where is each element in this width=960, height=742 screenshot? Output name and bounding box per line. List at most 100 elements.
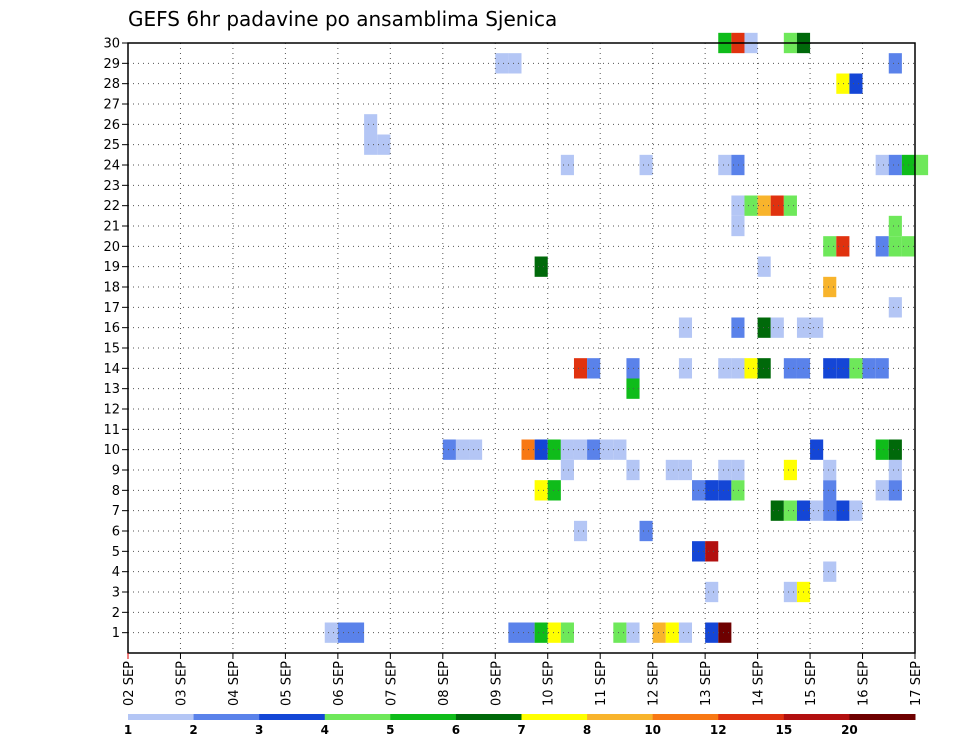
y-tick-label: 27 bbox=[103, 98, 120, 113]
precip-cell bbox=[849, 358, 863, 379]
precip-cell bbox=[665, 459, 679, 481]
precip-cell bbox=[705, 480, 719, 501]
precip-cell bbox=[783, 358, 797, 379]
x-tick-label: 13 SEP bbox=[699, 661, 714, 706]
precip-cell bbox=[731, 459, 745, 481]
precip-cell bbox=[823, 480, 837, 501]
precip-cell bbox=[600, 439, 614, 460]
precip-cell bbox=[757, 317, 771, 338]
precip-cell bbox=[875, 236, 889, 257]
x-tick-label: 14 SEP bbox=[752, 661, 767, 706]
precip-cell bbox=[783, 459, 797, 481]
precip-cell bbox=[888, 53, 902, 74]
x-tick-label: 02 SEP bbox=[122, 661, 137, 706]
precip-cell bbox=[495, 53, 509, 74]
precip-cell bbox=[757, 256, 771, 277]
precip-cell bbox=[534, 256, 548, 277]
precip-cell bbox=[508, 53, 522, 74]
y-tick-label: 30 bbox=[103, 37, 120, 52]
precip-cell bbox=[757, 195, 771, 216]
colorbar-label: 1 bbox=[124, 723, 132, 737]
precip-cell bbox=[731, 358, 745, 379]
colorbar-label: 2 bbox=[189, 723, 197, 737]
colorbar-label: 3 bbox=[255, 723, 263, 737]
precip-cell bbox=[613, 439, 627, 460]
precip-cell bbox=[823, 500, 837, 521]
y-tick-label: 2 bbox=[112, 606, 120, 621]
precip-cell bbox=[783, 500, 797, 521]
colorbar-swatch bbox=[783, 714, 850, 720]
colorbar-label: 7 bbox=[517, 723, 525, 737]
y-tick-label: 15 bbox=[103, 342, 120, 357]
precip-cell bbox=[731, 317, 745, 338]
colorbar-swatch bbox=[587, 714, 654, 720]
precip-cell bbox=[770, 500, 784, 521]
precip-cell bbox=[626, 459, 640, 481]
colorbar-label: 4 bbox=[321, 723, 329, 737]
precip-cell bbox=[573, 439, 588, 460]
y-tick-label: 23 bbox=[103, 179, 120, 194]
x-tick-label: 06 SEP bbox=[332, 661, 347, 706]
precip-cell bbox=[875, 439, 889, 460]
y-tick-label: 19 bbox=[103, 260, 120, 275]
x-tick-label: 08 SEP bbox=[437, 661, 452, 706]
y-tick-label: 10 bbox=[103, 443, 120, 458]
precip-cell bbox=[534, 480, 548, 501]
colorbar-swatch bbox=[652, 714, 719, 720]
precip-cell bbox=[364, 114, 378, 135]
precip-cell bbox=[915, 154, 929, 176]
precip-cell bbox=[731, 154, 745, 176]
colorbar-label: 15 bbox=[775, 723, 792, 737]
precip-cell bbox=[678, 622, 693, 643]
precip-cell bbox=[849, 73, 863, 94]
y-tick-label: 25 bbox=[103, 138, 120, 153]
y-tick-label: 26 bbox=[103, 118, 120, 133]
x-axis: 02 SEP 03 SEP 04 SEP 05 SEP 06 SEP 07 SEP 08 S… bbox=[122, 653, 924, 706]
x-tick-label: 10 SEP bbox=[542, 661, 557, 706]
y-tick-label: 20 bbox=[103, 240, 120, 255]
precip-cell bbox=[350, 622, 365, 643]
grid-layer bbox=[128, 43, 915, 653]
precip-cell bbox=[823, 236, 837, 257]
precip-cell bbox=[547, 622, 561, 643]
colorbar-swatch bbox=[128, 714, 195, 720]
precip-cell bbox=[626, 378, 640, 399]
cells-layer bbox=[324, 32, 929, 643]
colorbar-swatch bbox=[324, 714, 391, 720]
precip-cell bbox=[731, 480, 745, 501]
x-tick-label: 09 SEP bbox=[489, 661, 504, 706]
colorbar-label: 5 bbox=[386, 723, 394, 737]
precip-cell bbox=[678, 459, 693, 481]
precip-cell bbox=[626, 358, 640, 379]
precip-cell bbox=[718, 622, 732, 643]
precip-cell bbox=[547, 439, 561, 460]
colorbar-swatch bbox=[521, 714, 588, 720]
precip-cell bbox=[626, 622, 640, 643]
precip-cell bbox=[783, 581, 797, 603]
chart-title: GEFS 6hr padavine po ansamblima Sjenica bbox=[128, 7, 557, 31]
precip-cell bbox=[560, 459, 574, 481]
precip-cell bbox=[810, 317, 824, 338]
x-tick-label: 17 SEP bbox=[909, 661, 924, 706]
precip-cell bbox=[888, 236, 902, 257]
y-tick-label: 24 bbox=[103, 159, 120, 174]
precip-cell bbox=[508, 622, 522, 643]
y-tick-label: 4 bbox=[112, 565, 120, 580]
precip-cell bbox=[613, 622, 627, 643]
precip-cell bbox=[705, 622, 719, 643]
precip-cell bbox=[573, 358, 588, 379]
y-tick-label: 29 bbox=[103, 57, 120, 72]
y-tick-label: 28 bbox=[103, 77, 120, 92]
precip-cell bbox=[770, 317, 784, 338]
precip-cell bbox=[455, 439, 470, 460]
precip-cell bbox=[836, 358, 850, 379]
precip-cell bbox=[718, 480, 732, 501]
precip-cell bbox=[324, 622, 338, 643]
y-tick-label: 13 bbox=[103, 382, 120, 397]
precip-cell bbox=[875, 480, 889, 501]
y-tick-label: 21 bbox=[103, 220, 120, 235]
precip-cell bbox=[639, 520, 653, 542]
y-tick-label: 1 bbox=[112, 626, 120, 641]
x-tick-label: 12 SEP bbox=[647, 661, 662, 706]
